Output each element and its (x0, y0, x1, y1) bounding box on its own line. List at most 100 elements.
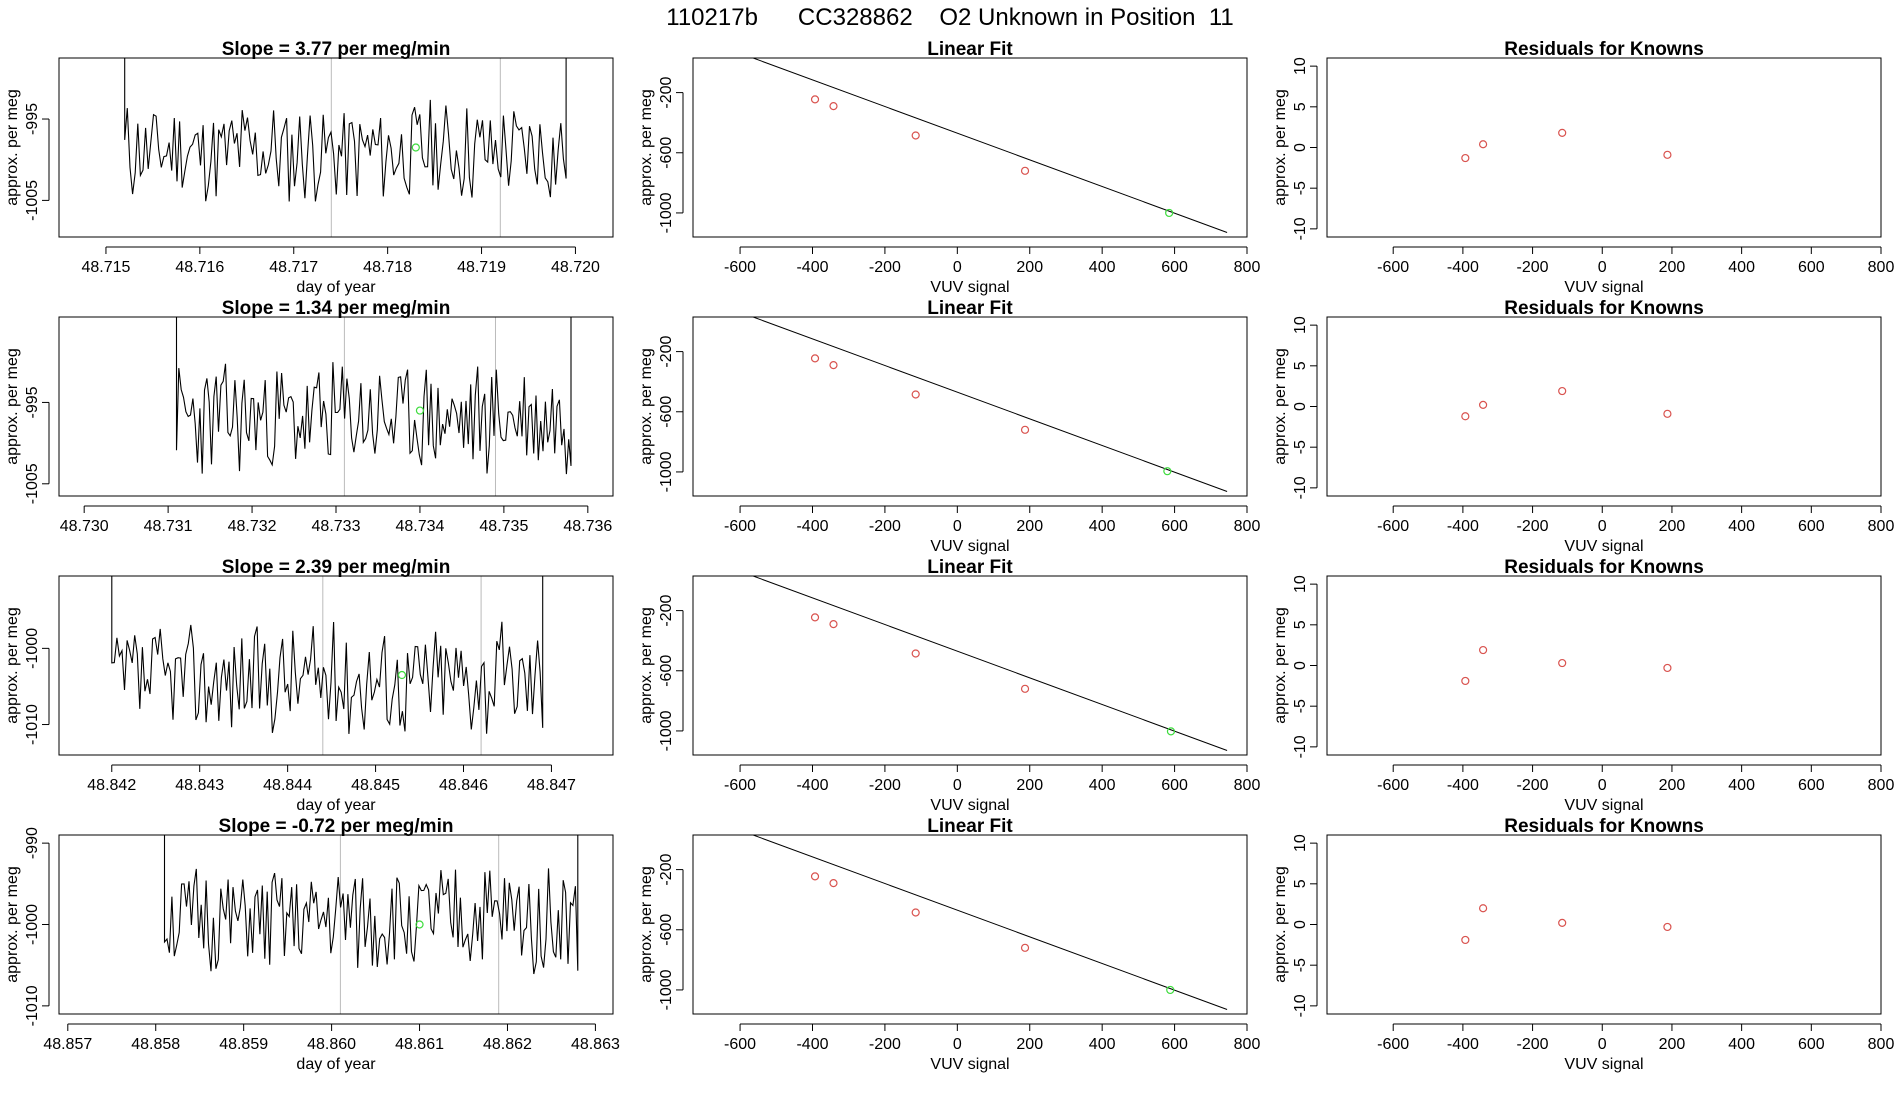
y-tick-label: -600 (658, 137, 675, 169)
y-tick-label: 10 (1292, 575, 1309, 593)
x-tick-label: -600 (724, 777, 756, 794)
known-point (810, 95, 820, 104)
x-axis-label: VUV signal (930, 797, 1009, 814)
panel-title: Slope = 1.34 per meg/min (222, 298, 451, 319)
x-tick-label: 0 (953, 259, 962, 276)
x-tick-label: 48.736 (563, 518, 612, 535)
x-tick-label: -200 (869, 1036, 901, 1053)
y-tick-label: -1000 (658, 710, 675, 751)
x-tick-label: 400 (1728, 259, 1755, 276)
panel-title: Residuals for Knowns (1504, 39, 1704, 60)
plot-frame (692, 575, 1248, 756)
y-tick-label: -600 (658, 655, 675, 687)
y-axis-label: approx. per meg (4, 607, 21, 724)
x-tick-label: -400 (1447, 777, 1479, 794)
y-tick-label: -1005 (24, 463, 41, 504)
panel-12: Residuals for Knowns VUV signal approx. pe… (1272, 816, 1894, 1073)
known-point (1478, 904, 1488, 913)
y-tick-label: -990 (24, 827, 41, 859)
known-point (829, 361, 838, 370)
plot-area (751, 317, 1228, 492)
x-tick-label: 48.863 (571, 1036, 620, 1053)
x-tick-label: 0 (1598, 518, 1607, 535)
known-point (1663, 922, 1672, 932)
plot-area (751, 835, 1228, 1010)
signal-trace (111, 576, 544, 734)
x-tick-label: 48.716 (175, 259, 224, 276)
plot-frame (692, 834, 1248, 1015)
x-tick-label: -600 (724, 518, 756, 535)
y-axis-label: approx. per meg (638, 348, 655, 465)
known-point (1558, 658, 1567, 668)
x-tick-label: -600 (1377, 259, 1409, 276)
unknown-point (415, 406, 425, 415)
x-tick-label: 800 (1868, 1036, 1895, 1053)
x-tick-label: 800 (1234, 777, 1261, 794)
x-tick-label: -200 (1517, 259, 1549, 276)
x-tick-label: 200 (1659, 777, 1686, 794)
x-tick-label: 800 (1868, 777, 1895, 794)
x-tick-label: 400 (1089, 1036, 1116, 1053)
x-axis-label: day of year (296, 279, 376, 296)
y-tick-label: 10 (1292, 834, 1309, 852)
x-tick-label: 48.845 (351, 777, 400, 794)
y-tick-label: -200 (658, 853, 675, 885)
y-tick-label: -995 (24, 386, 41, 418)
plot-frame (58, 316, 614, 497)
x-tick-label: 400 (1728, 518, 1755, 535)
panel-title: Slope = -0.72 per meg/min (219, 816, 454, 837)
x-axis-label: day of year (296, 797, 376, 814)
y-tick-label: 10 (1292, 316, 1309, 334)
known-point (1558, 918, 1567, 927)
plot-area (124, 58, 567, 237)
x-tick-label: -600 (724, 259, 756, 276)
signal-trace (124, 58, 567, 202)
y-tick-label: -10 (1292, 994, 1309, 1017)
y-axis-label: approx. per meg (1272, 607, 1289, 724)
x-tick-label: 600 (1798, 1036, 1825, 1053)
y-axis-label: approx. per meg (1272, 89, 1289, 206)
x-tick-label: 200 (1016, 1036, 1043, 1053)
panel-7: Slope = 2.39 per meg/min day of year appro… (4, 557, 614, 814)
x-tick-label: 48.730 (60, 518, 109, 535)
x-tick-label: -400 (1447, 518, 1479, 535)
y-tick-label: -1000 (24, 628, 41, 669)
known-point (810, 613, 820, 622)
plot-frame (58, 575, 614, 756)
x-tick-label: 600 (1798, 518, 1825, 535)
y-tick-label: -200 (658, 335, 675, 367)
x-axis-label: VUV signal (930, 1056, 1009, 1073)
x-tick-label: 48.860 (307, 1036, 356, 1053)
plot-area (1461, 386, 1672, 421)
x-tick-label: 48.735 (479, 518, 528, 535)
x-tick-label: 0 (953, 518, 962, 535)
fit-line (751, 58, 1228, 233)
known-point (911, 131, 920, 140)
known-point (1478, 645, 1488, 655)
x-tick-label: 0 (1598, 777, 1607, 794)
fit-line (751, 317, 1228, 492)
x-tick-label: 600 (1798, 777, 1825, 794)
y-tick-label: -1000 (658, 192, 675, 233)
plot-area (751, 58, 1228, 233)
panel-1: Slope = 3.77 per meg/min day of year appro… (4, 39, 614, 296)
plot-area (1461, 645, 1672, 686)
unknown-point (397, 670, 407, 680)
x-tick-label: 48.731 (144, 518, 193, 535)
x-tick-label: 0 (953, 777, 962, 794)
panel-title: Residuals for Knowns (1504, 557, 1704, 578)
unknown-point (1165, 208, 1174, 218)
y-tick-label: -5 (1292, 699, 1309, 713)
x-tick-label: 48.846 (439, 777, 488, 794)
known-point (810, 354, 820, 363)
fit-line (751, 835, 1228, 1010)
x-tick-label: 400 (1089, 518, 1116, 535)
panel-title: Linear Fit (927, 557, 1013, 578)
y-tick-label: -1010 (24, 704, 41, 745)
x-tick-label: -200 (1517, 777, 1549, 794)
x-axis-label: VUV signal (1564, 538, 1643, 555)
x-tick-label: 0 (1598, 259, 1607, 276)
y-axis-label: approx. per meg (4, 866, 21, 983)
x-tick-label: -600 (1377, 1036, 1409, 1053)
y-tick-label: 5 (1292, 620, 1309, 629)
